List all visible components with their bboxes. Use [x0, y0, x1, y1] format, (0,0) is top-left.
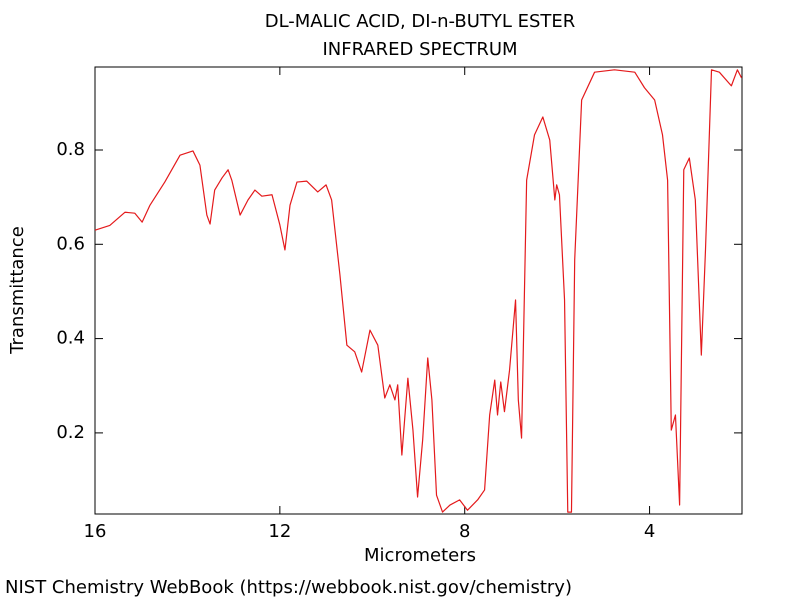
x-tick-label: 12: [268, 521, 291, 542]
y-axis-label: Transmittance: [7, 226, 28, 355]
y-tick-label: 0.2: [56, 422, 85, 443]
x-axis-label: Micrometers: [364, 545, 476, 566]
footer: NIST Chemistry WebBook (https://webbook.…: [5, 577, 572, 598]
x-tick-label: 8: [459, 521, 470, 542]
x-tick-label: 16: [84, 521, 107, 542]
y-tick-label: 0.4: [56, 328, 85, 349]
spectrum-line: [94, 69, 743, 513]
y-tick-label: 0.6: [56, 233, 85, 254]
chart-subtitle: INFRARED SPECTRUM: [322, 39, 517, 60]
plot-frame: [94, 66, 743, 515]
chart-title: DL-MALIC ACID, DI-n-BUTYL ESTER: [265, 11, 576, 32]
y-tick-label: 0.8: [56, 139, 85, 160]
x-tick-label: 4: [644, 521, 655, 542]
